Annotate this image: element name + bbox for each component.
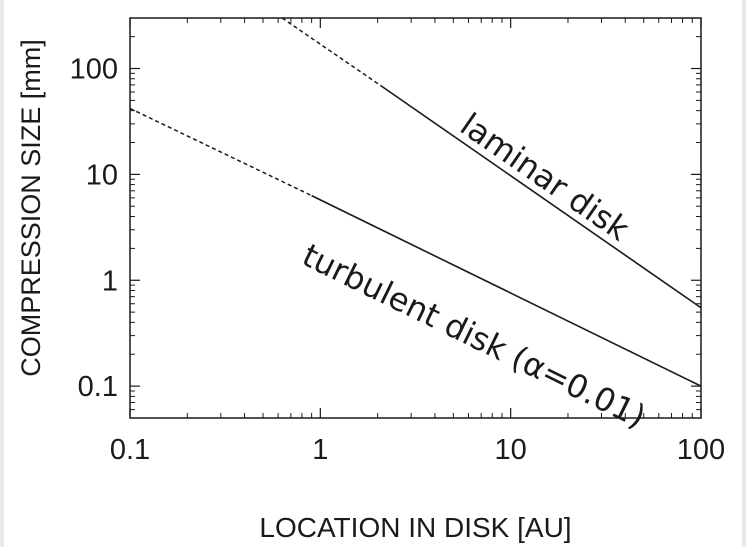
x-tick-label: 0.1: [110, 434, 150, 466]
y-tick-label: 0.1: [78, 371, 118, 403]
y-tick-label: 100: [70, 54, 118, 86]
x-tick-label: 10: [495, 434, 527, 466]
y-axis-label: COMPRESSION SIZE [mm]: [16, 39, 46, 377]
x-axis-label: LOCATION IN DISK [AU]: [259, 512, 571, 543]
x-tick-label: 1: [312, 434, 328, 466]
series-turbulent-solid-line: [311, 194, 702, 387]
series-turbulent-dashed-line: [129, 107, 312, 197]
y-tick-label: 10: [86, 159, 118, 191]
annotation-laminar-disk: laminar disk: [453, 105, 636, 248]
series-laminar-dashed-line: [281, 17, 383, 87]
left-edge-strip: [0, 0, 4, 547]
y-tick-label: 1: [102, 265, 118, 297]
series-laminar-solid-line: [381, 85, 702, 309]
plot-frame: [129, 17, 702, 419]
right-edge-strip: [742, 0, 746, 547]
x-tick-label: 100: [677, 434, 725, 466]
